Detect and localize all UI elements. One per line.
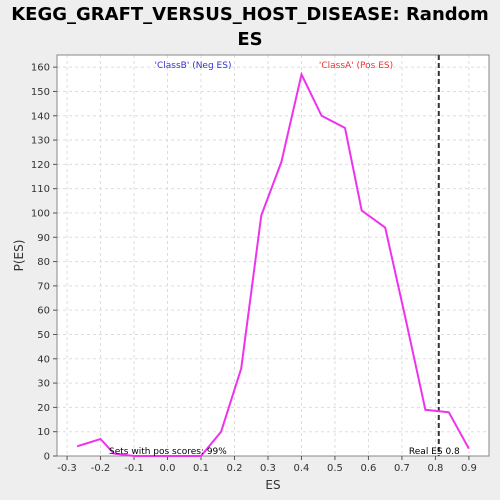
x-tick-label: 0.8: [427, 463, 443, 474]
y-tick-label: 20: [37, 403, 50, 414]
y-axis-ticks: 0 10 20 30 40 50 60 70 80 90 100 110 120 130 140 150 160: [31, 63, 57, 463]
real-es-label: Real ES 0.8: [409, 447, 460, 457]
pos-scores-label: Sets with pos scores: 99%: [109, 447, 227, 457]
x-tick-label: 0.4: [294, 463, 310, 474]
x-tick-label: 0.3: [260, 463, 276, 474]
y-tick-label: 60: [37, 306, 50, 317]
x-tick-label: 0.5: [327, 463, 343, 474]
y-tick-label: 160: [31, 63, 50, 74]
y-tick-label: 30: [37, 379, 50, 390]
y-tick-label: 80: [37, 257, 50, 268]
y-tick-label: 50: [37, 330, 50, 341]
y-tick-label: 130: [31, 136, 50, 147]
plot-border: [56, 54, 490, 457]
axes: [56, 54, 490, 457]
y-tick-label: 110: [31, 184, 50, 195]
classA-label: 'ClassA' (Pos ES): [319, 61, 393, 71]
x-tick-label: 0.0: [160, 463, 176, 474]
es-distribution-line: [76, 71, 470, 457]
y-axis-label: P(ES): [12, 240, 26, 272]
chart-title-line1: KEGG_GRAFT_VERSUS_HOST_DISEASE: Random E…: [11, 4, 489, 50]
y-tick-label: 70: [37, 281, 50, 292]
y-tick-label: 90: [37, 233, 50, 244]
y-tick-label: 140: [31, 111, 50, 122]
y-tick-label: 150: [31, 87, 50, 98]
y-tick-label: 100: [31, 208, 50, 219]
x-axis-ticks: -0.3 -0.2 -0.1 0.0 0.1 0.2 0.3 0.4 0.5 0.6 0.7 0.8 0…: [57, 456, 477, 474]
x-tick-label: -0.2: [91, 463, 111, 474]
y-tick-label: 10: [37, 427, 50, 438]
x-tick-label: 0.2: [227, 463, 243, 474]
x-tick-label: -0.1: [124, 463, 144, 474]
x-axis-label: ES: [265, 478, 280, 492]
x-tick-label: 0.6: [360, 463, 376, 474]
x-tick-label: 0.1: [193, 463, 209, 474]
y-tick-label: 40: [37, 354, 50, 365]
plot-area: [57, 55, 489, 456]
y-tick-label: 120: [31, 160, 50, 171]
x-tick-label: -0.3: [57, 463, 77, 474]
x-tick-label: 0.9: [461, 463, 477, 474]
classB-label: 'ClassB' (Neg ES): [155, 61, 232, 71]
x-tick-label: 0.7: [394, 463, 410, 474]
y-tick-label: 0: [44, 452, 50, 463]
